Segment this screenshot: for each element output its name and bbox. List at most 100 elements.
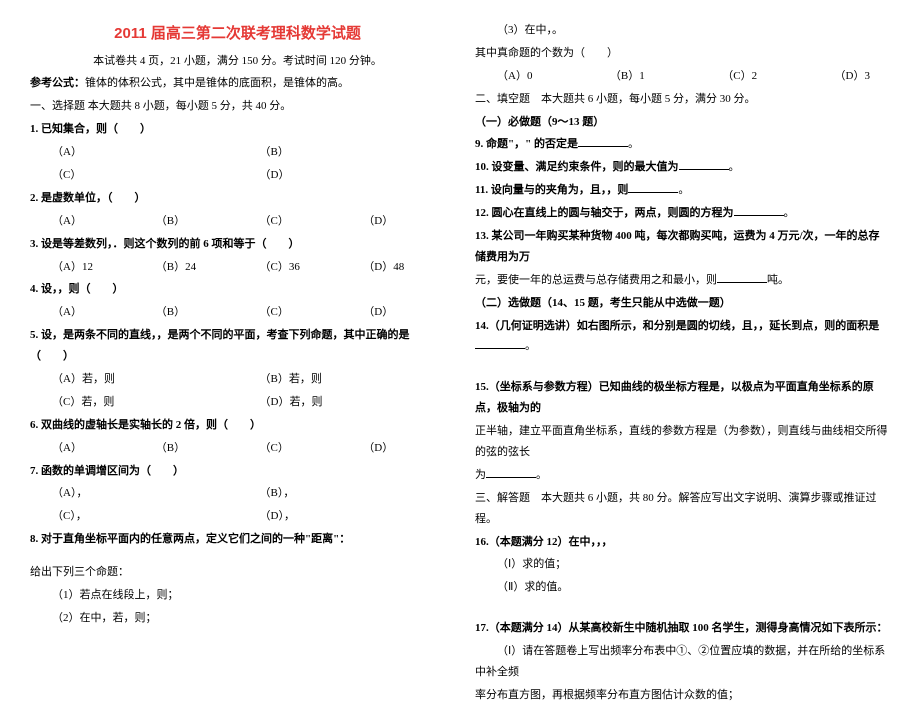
blank — [679, 160, 729, 170]
formula-label: 参考公式： — [30, 77, 85, 89]
q16-sub1: （Ⅰ）求的值； — [475, 554, 890, 575]
q6-a: （A） — [30, 438, 134, 459]
q16-sub2: （Ⅱ）求的值。 — [475, 577, 890, 598]
q5-c: （C）若，则 — [30, 392, 238, 413]
q4-row: （A） （B） （C） （D） — [30, 302, 445, 323]
q11-line: 11. 设向量与的夹角为，且，，则。 — [475, 180, 890, 201]
q3-d: （D）48 — [341, 257, 445, 278]
q16: 16.（本题满分 12）在中，，， — [475, 532, 890, 553]
q7: 7. 函数的单调增区间为（ ） — [30, 461, 445, 482]
q8-sub1: （1）若点在线段上，则； — [30, 585, 445, 606]
q1-row1: （A） （B） — [30, 142, 445, 163]
q15-c: 为 — [475, 469, 486, 481]
blank — [475, 340, 525, 350]
q12: 12. 圆心在直线上的圆与轴交于，两点，则圆的方程为 — [475, 207, 734, 219]
q7-d: （D）， — [238, 506, 446, 527]
q6-c: （C） — [238, 438, 342, 459]
spacer — [475, 600, 890, 616]
blank — [486, 468, 536, 478]
q13-b: 元，要使一年的总运费与总存储费用之和最小，则 — [475, 274, 717, 286]
q2-d: （D） — [341, 211, 445, 232]
q5-a: （A）若，则 — [30, 369, 238, 390]
q15-line3: 为。 — [475, 465, 890, 486]
q1-b: （B） — [238, 142, 446, 163]
section-2a-label: （一）必做题（9～13 题） — [475, 112, 890, 133]
left-column: 2011 届高三第二次联考理科数学试题 本试卷共 4 页，21 小题，满分 15… — [30, 20, 445, 630]
q7-row1: （A）， （B）， — [30, 483, 445, 504]
q2-a: （A） — [30, 211, 134, 232]
q17-a: 17.（本题满分 14）从某高校新生中随机抽取 100 名学生，测得身高情况如下… — [475, 618, 890, 639]
q15-b: 正半轴，建立平面直角坐标系，直线的参数方程是（为参数），则直线与曲线相交所得的弦… — [475, 421, 890, 463]
q1: 1. 已知集合，则（ ） — [30, 119, 445, 140]
exam-instructions: 本试卷共 4 页，21 小题，满分 150 分。考试时间 120 分钟。 — [30, 51, 445, 72]
q6-row: （A） （B） （C） （D） — [30, 438, 445, 459]
q1-a: （A） — [30, 142, 238, 163]
q8-row: （A）0 （B）1 （C）2 （D）3 — [475, 66, 890, 87]
q3-c: （C）36 — [238, 257, 342, 278]
q5-b: （B）若，则 — [238, 369, 446, 390]
q15-a: 15.（坐标系与参数方程）已知曲线的极坐标方程是，以极点为平面直角坐标系的原点，… — [475, 377, 890, 419]
q5: 5. 设，是两条不同的直线，，是两个不同的平面，考查下列命题，其中正确的是（ ） — [30, 325, 445, 367]
q4-c: （C） — [238, 302, 342, 323]
q3-row: （A）12 （B）24 （C）36 （D）48 — [30, 257, 445, 278]
q17-c: 率分布直方图，再根据频率分布直方图估计众数的值； — [475, 685, 890, 706]
q8: 8. 对于直角坐标平面内的任意两点，定义它们之间的一种"距离"： — [30, 529, 445, 550]
exam-title: 2011 届高三第二次联考理科数学试题 — [30, 20, 445, 49]
q1-row2: （C） （D） — [30, 165, 445, 186]
q7-c: （C）， — [30, 506, 238, 527]
q7-row2: （C）， （D）， — [30, 506, 445, 527]
q14: 14.（几何证明选讲）如右图所示，和分别是圆的切线，且，，延长到点，则的面积是 — [475, 320, 879, 332]
blank — [628, 183, 678, 193]
q10-line: 10. 设变量、满足约束条件，则的最大值为。 — [475, 157, 890, 178]
spacer — [30, 552, 445, 560]
q9-line: 9. 命题"，" 的否定是。 — [475, 134, 890, 155]
q4-b: （B） — [134, 302, 238, 323]
q9: 9. 命题"，" 的否定是 — [475, 138, 578, 150]
q4: 4. 设，，则（ ） — [30, 279, 445, 300]
q6: 6. 双曲线的虚轴长是实轴长的 2 倍，则（ ） — [30, 415, 445, 436]
spacer — [475, 359, 890, 375]
q8-c: （C）2 — [700, 66, 757, 87]
right-column: （3）在中，。 其中真命题的个数为（ ） （A）0 （B）1 （C）2 （D）3… — [475, 20, 890, 630]
q4-a: （A） — [30, 302, 134, 323]
q8-b: （B）1 — [588, 66, 645, 87]
q7-a: （A）， — [30, 483, 238, 504]
q5-d: （D）若，则 — [238, 392, 446, 413]
section-2-heading: 二、填空题 本大题共 6 小题，每小题 5 分，满分 30 分。 — [475, 89, 890, 110]
q7-b: （B）， — [238, 483, 446, 504]
q3-a: （A）12 — [30, 257, 134, 278]
q5-row1: （A）若，则 （B）若，则 — [30, 369, 445, 390]
q1-d: （D） — [238, 165, 446, 186]
blank — [734, 206, 784, 216]
q8-intro: 给出下列三个命题： — [30, 562, 445, 583]
q12-line: 12. 圆心在直线上的圆与轴交于，两点，则圆的方程为。 — [475, 203, 890, 224]
q3: 3. 设是等差数列，．则这个数列的前 6 项和等于（ ） — [30, 234, 445, 255]
q13-a: 13. 某公司一年购买某种货物 400 吨，每次都购买吨，运费为 4 万元/次，… — [475, 226, 890, 268]
q8-sub2: （2）在中，若，则； — [30, 608, 445, 629]
q14-line: 14.（几何证明选讲）如右图所示，和分别是圆的切线，且，，延长到点，则的面积是。 — [475, 316, 890, 358]
q2-c: （C） — [238, 211, 342, 232]
q6-d: （D） — [341, 438, 445, 459]
q11: 11. 设向量与的夹角为，且，，则 — [475, 184, 628, 196]
q2: 2. 是虚数单位，（ ） — [30, 188, 445, 209]
q13-line2: 元，要使一年的总运费与总存储费用之和最小，则 吨。 — [475, 270, 890, 291]
section-2b-label: （二）选做题（14、15 题，考生只能从中选做一题） — [475, 293, 890, 314]
q17-b: （Ⅰ）请在答题卷上写出频率分布表中①、②位置应填的数据，并在所给的坐标系中补全频 — [475, 641, 890, 683]
q13-c: 吨。 — [767, 274, 789, 286]
q1-c: （C） — [30, 165, 238, 186]
q3-b: （B）24 — [134, 257, 238, 278]
section-1-heading: 一、选择题 本大题共 8 小题，每小题 5 分，共 40 分。 — [30, 96, 445, 117]
q8-d: （D）3 — [813, 66, 870, 87]
q10: 10. 设变量、满足约束条件，则的最大值为 — [475, 161, 679, 173]
q6-b: （B） — [134, 438, 238, 459]
blank — [578, 138, 628, 148]
formula-line: 参考公式：锥体的体积公式，其中是锥体的底面积，是锥体的高。 — [30, 73, 445, 94]
formula-text: 锥体的体积公式，其中是锥体的底面积，是锥体的高。 — [85, 77, 349, 89]
q8-a: （A）0 — [475, 66, 532, 87]
section-3-heading: 三、解答题 本大题共 6 小题，共 80 分。解答应写出文字说明、演算步骤或推证… — [475, 488, 890, 530]
blank — [717, 273, 767, 283]
q8-end: 其中真命题的个数为（ ） — [475, 43, 890, 64]
q5-row2: （C）若，则 （D）若，则 — [30, 392, 445, 413]
q2-row: （A） （B） （C） （D） — [30, 211, 445, 232]
q4-d: （D） — [341, 302, 445, 323]
